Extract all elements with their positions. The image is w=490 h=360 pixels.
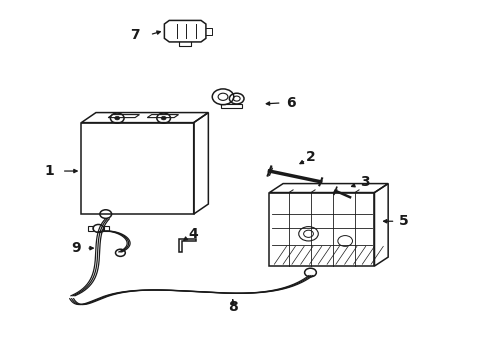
Text: 3: 3: [360, 175, 369, 189]
Text: 9: 9: [72, 241, 81, 255]
Text: 4: 4: [189, 227, 198, 241]
Text: 2: 2: [306, 150, 316, 164]
Text: 7: 7: [130, 28, 140, 42]
Text: 6: 6: [287, 96, 296, 110]
Text: 8: 8: [228, 300, 238, 314]
Circle shape: [115, 116, 120, 120]
Circle shape: [161, 116, 166, 120]
Text: 1: 1: [45, 164, 54, 178]
Text: 5: 5: [399, 214, 409, 228]
